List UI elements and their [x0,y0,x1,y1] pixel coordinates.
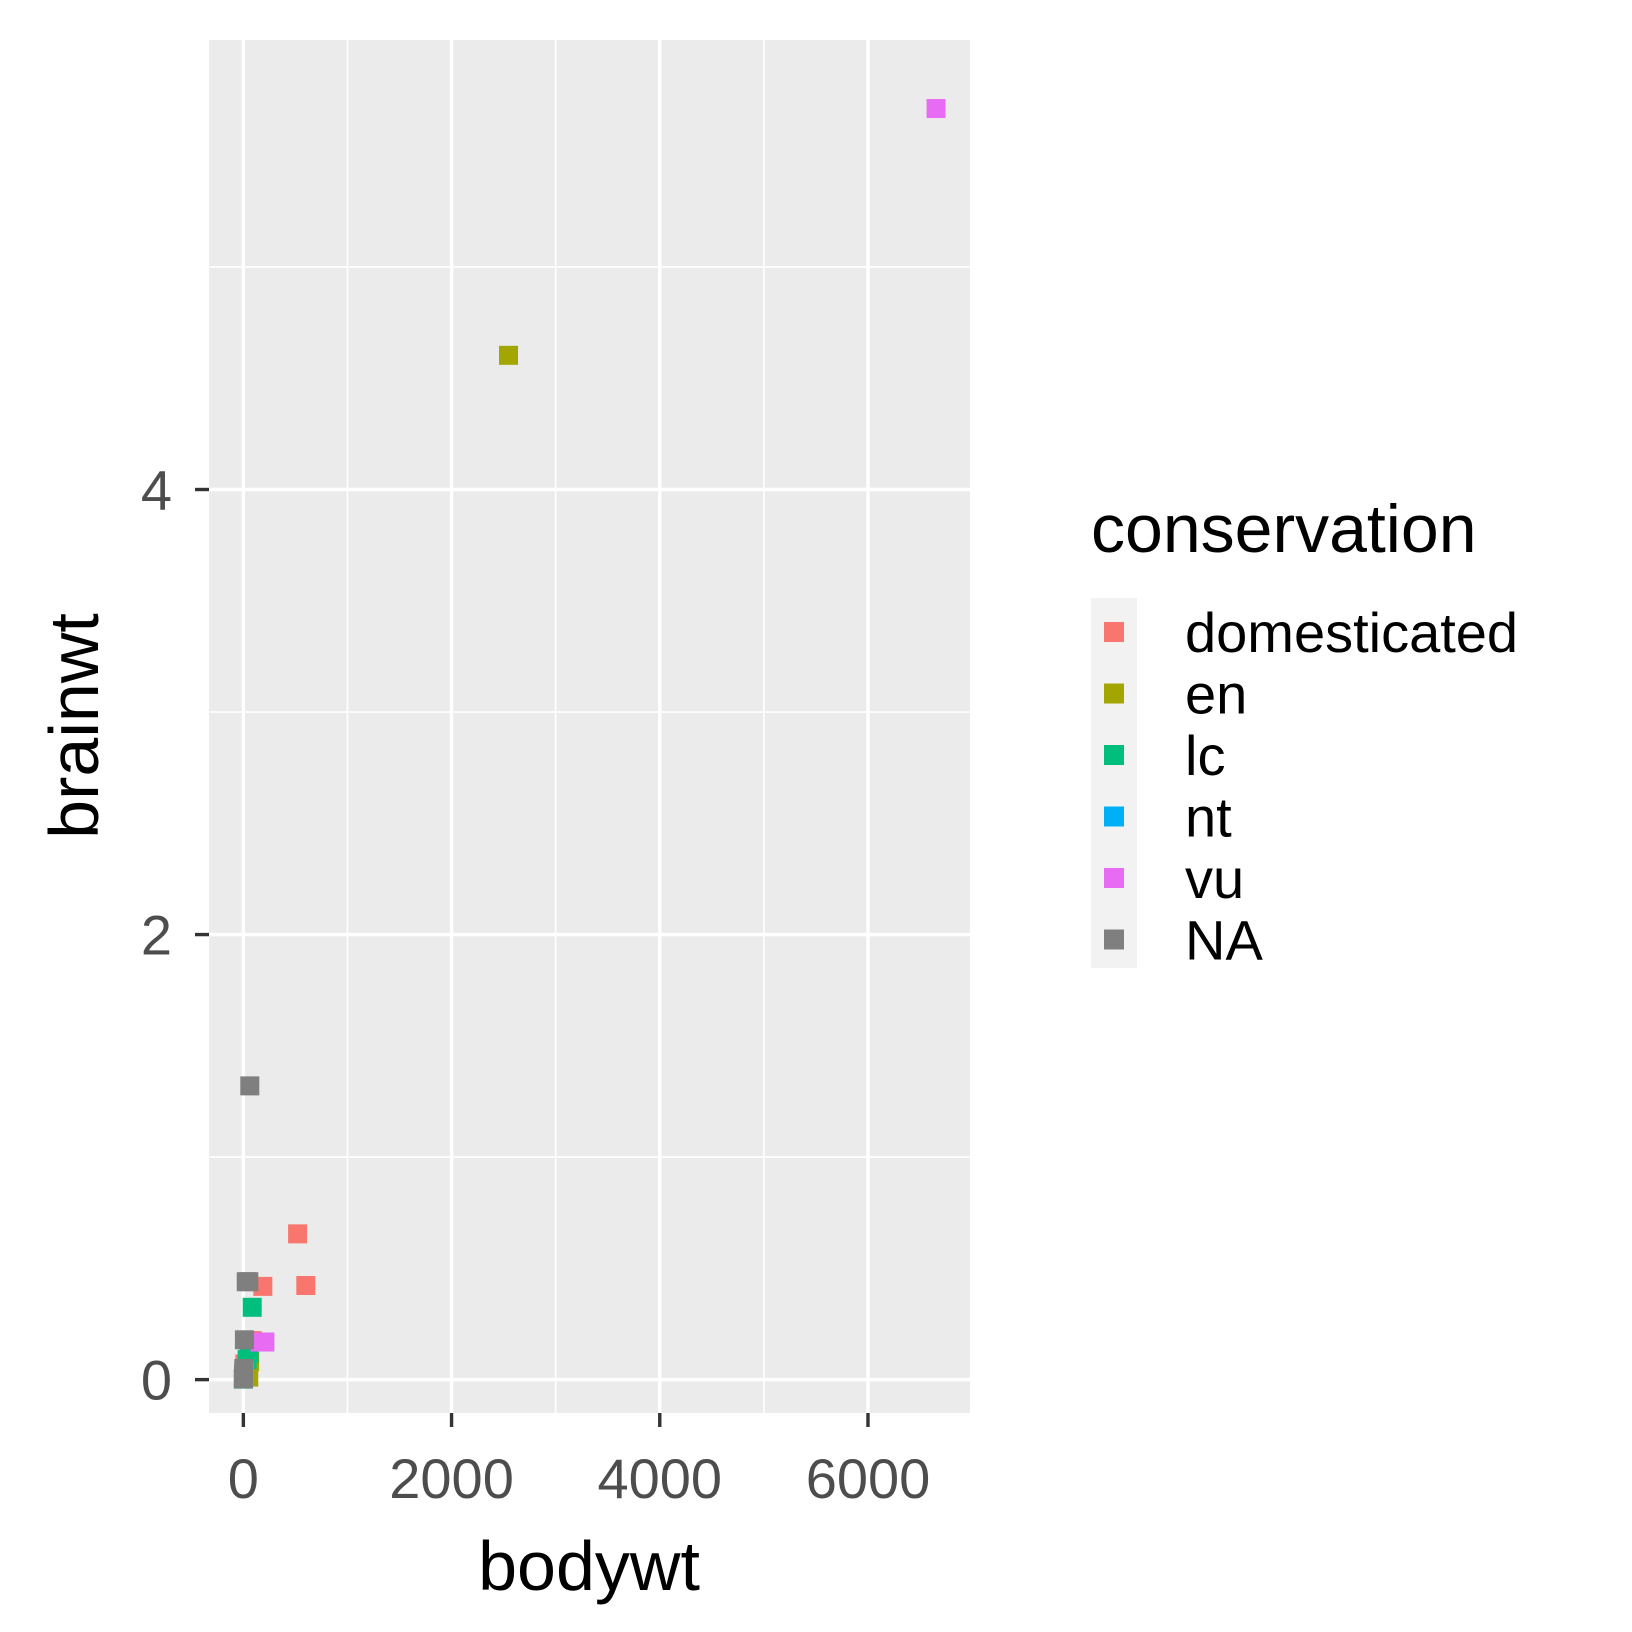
data-point [240,1076,260,1096]
legend-label-na: NA [1185,909,1263,972]
major-gridlines [209,40,970,1413]
x-tick-label: 6000 [806,1447,931,1510]
data-point [296,1275,316,1295]
legend-label-en: en [1185,663,1247,726]
y-axis: 0 2 4 [141,459,209,1412]
legend-key-domesticated [1104,622,1124,642]
data-point [250,1332,270,1352]
x-tick-label: 0 [228,1447,259,1510]
legend-title: conservation [1091,491,1477,567]
data-point [288,1224,308,1244]
x-tick-label: 4000 [597,1447,722,1510]
legend-key-background [1091,598,1137,968]
minor-gridlines [209,40,970,1413]
panel-background [209,40,970,1413]
legend-label-nt: nt [1185,786,1232,849]
data-points [233,99,946,1389]
data-point [234,1330,254,1350]
legend-key-lc [1104,745,1124,765]
x-tick-label: 2000 [389,1447,514,1510]
legend-key-nt [1104,806,1124,827]
legend-key-en [1104,683,1124,704]
legend-label-domesticated: domesticated [1185,601,1518,664]
y-tick-label: 2 [141,904,172,967]
x-axis: 0 2000 4000 6000 [228,1413,930,1510]
y-tick-label: 4 [141,459,172,522]
legend-key-vu [1104,868,1124,888]
x-axis-title: bodywt [478,1527,700,1605]
data-point [242,1297,262,1317]
data-point [926,99,946,119]
y-axis-title: brainwt [35,613,113,839]
data-point [236,1272,256,1292]
legend-label-lc: lc [1185,724,1225,787]
legend-label-vu: vu [1185,847,1244,910]
data-point [499,345,519,365]
data-point [233,1369,253,1389]
legend-key-na [1104,929,1124,950]
y-tick-label: 0 [141,1349,172,1412]
